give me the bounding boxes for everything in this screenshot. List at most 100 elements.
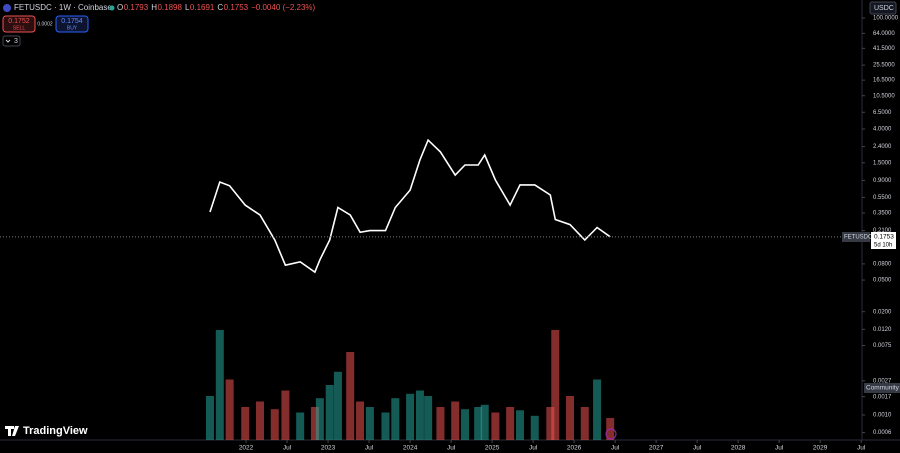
ohlc-value: 0.1898 (157, 3, 182, 12)
x-tick-label: Jul (693, 445, 702, 452)
x-tick-label: 2026 (567, 445, 582, 452)
ohlc-value: 0.1753 (224, 3, 249, 12)
tag-symbol-bg (842, 232, 870, 242)
plot (0, 138, 862, 440)
indicators-toggle[interactable] (2, 35, 21, 47)
community[interactable]: Community (866, 385, 900, 392)
tag-price: 0.1753 (874, 234, 894, 241)
volume-bar (356, 401, 365, 440)
y-tick-label: 0.0010 (873, 413, 892, 419)
x-tick-label: Jul (365, 445, 374, 452)
x-tick-label: Jul (857, 445, 866, 452)
buy-label[interactable]: BUY (67, 25, 78, 31)
volume-bar (365, 407, 374, 440)
y-tick-label: 64.0000 (873, 31, 895, 37)
y-tick-label: 0.0075 (873, 343, 892, 349)
volume-bar (474, 407, 483, 440)
sell-label[interactable]: SELL (13, 25, 25, 31)
y-tick-label: 1.5000 (873, 160, 892, 166)
x-tick-label: 2029 (813, 445, 828, 452)
volume-bar (515, 410, 524, 440)
volume-bar (551, 330, 560, 440)
volume-bar (325, 385, 334, 440)
logo: TradingView (23, 425, 88, 437)
tag-symbol: FETUSDC (844, 235, 873, 241)
x-tick-label: 2024 (403, 445, 418, 452)
y-tick-label: 0.3500 (873, 211, 892, 217)
volume-bar (451, 401, 460, 440)
x-tick-label: 2027 (649, 445, 664, 452)
volume-bar (241, 407, 250, 440)
volume-bar (281, 390, 290, 440)
x-tick-label: 2023 (321, 445, 336, 452)
y-tick-label: 41.5000 (873, 46, 895, 52)
volume-bar (333, 371, 342, 440)
y-tick-label: 25.5000 (873, 63, 895, 69)
x-tick-label: 2025 (485, 445, 500, 452)
x-tick-label: Jul (283, 445, 292, 452)
y-tick-label: 0.0017 (873, 394, 892, 400)
sell-price[interactable]: 0.1752 (8, 18, 30, 25)
y-tick-label: 0.0500 (873, 278, 892, 284)
event-marker[interactable] (605, 428, 617, 440)
symbol-icon (3, 4, 11, 12)
ohlc: O 0.1793 H 0.1898 L 0.1691 C 0.1753 (117, 3, 249, 12)
ohlc-label: C (217, 3, 223, 12)
volume-bar (225, 379, 234, 440)
x-tick-label: Jul (447, 445, 456, 452)
volume-bar (310, 407, 319, 440)
sell-button[interactable] (2, 15, 36, 33)
volume-bar (415, 390, 424, 440)
change: −0.0040 (−2.23%) (251, 3, 315, 12)
volume-bar (580, 407, 589, 440)
volume-bar (205, 396, 214, 440)
y-tick-label: 0.0027 (873, 378, 892, 384)
volume-bar (480, 404, 489, 440)
volume-bar (406, 393, 415, 440)
y-tick-label: 100.0000 (873, 16, 899, 22)
volume-bar (315, 398, 324, 440)
x-tick-label: Jul (775, 445, 784, 452)
y-tick-label: 4.0000 (873, 127, 892, 133)
buy-button[interactable] (55, 15, 89, 33)
market-status (109, 5, 115, 11)
volume-bar (296, 412, 305, 440)
y-tick-label: 0.0200 (873, 309, 892, 315)
x-tick-label: Jul (611, 445, 620, 452)
volume-bar (255, 401, 264, 440)
ohlc-label: H (151, 3, 157, 12)
volume-bar (566, 396, 575, 440)
y-tick-label: 0.2100 (873, 228, 892, 234)
volume-bar (381, 412, 390, 440)
ohlc-value: 0.1793 (124, 3, 149, 12)
currency[interactable]: USDC (874, 5, 894, 12)
x-tick-label: Jul (529, 445, 538, 452)
volume-bar (424, 396, 433, 440)
price-line (209, 138, 611, 274)
volume-bar (391, 398, 400, 440)
currency-button[interactable] (869, 1, 897, 15)
volume-bar (461, 409, 470, 440)
y-tick-label: 6.5000 (873, 110, 892, 116)
x-tick-label: 2028 (731, 445, 746, 452)
volume-bar (491, 412, 500, 440)
community-bg[interactable] (864, 383, 900, 393)
volume-bar (346, 352, 355, 440)
symbol: FETUSDC · 1W · Coinbase (14, 3, 112, 12)
logo-icon (5, 426, 19, 436)
y-tick-label: 16.5000 (873, 78, 895, 84)
volume-bar (593, 379, 602, 440)
volume-bar (215, 330, 224, 440)
ohlc-label: O (117, 3, 123, 12)
y-tick-label: 0.0006 (873, 430, 892, 436)
buy-price[interactable]: 0.1754 (61, 18, 83, 25)
y-tick-label: 2.4000 (873, 144, 892, 150)
volume-bar (506, 407, 515, 440)
tag-countdown: 5d 10h (874, 243, 892, 249)
y-tick-label: 0.0120 (873, 327, 892, 333)
tag-price-bg (871, 232, 896, 249)
y-tick-label: 10.5000 (873, 93, 895, 99)
indicators-count[interactable]: 3 (14, 38, 18, 45)
